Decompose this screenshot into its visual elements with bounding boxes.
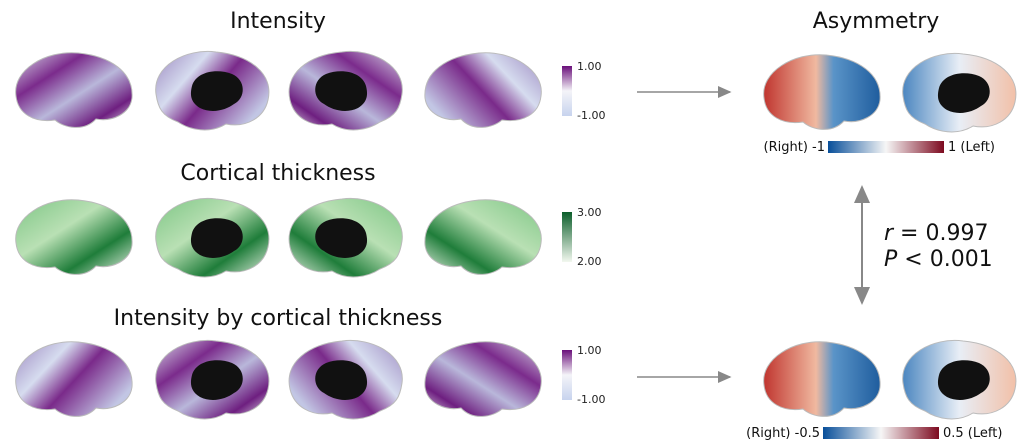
scale-left-label: (Right) -0.5	[746, 426, 820, 441]
brain	[764, 342, 880, 417]
brain	[289, 51, 402, 129]
brain	[156, 340, 269, 418]
p-value: < 0.001	[897, 247, 992, 272]
colorbar	[562, 66, 572, 116]
colorbar	[823, 427, 939, 439]
colorbar-min: -1.00	[577, 393, 605, 406]
colorbar	[562, 212, 572, 262]
brain	[289, 198, 402, 276]
colorbar-max: 3.00	[577, 206, 602, 219]
r-stat: r = 0.997	[884, 221, 988, 246]
asymmetry-title: Asymmetry	[813, 9, 940, 34]
scale-right-label: 1 (Left)	[948, 140, 995, 155]
colorbar	[828, 141, 944, 153]
brain	[16, 53, 132, 128]
colorbar-min: 2.00	[577, 255, 602, 268]
brain	[425, 53, 541, 128]
panel-title: Intensity	[230, 9, 326, 34]
p-symbol: P	[884, 247, 898, 272]
brain	[425, 342, 541, 417]
colorbar-min: -1.00	[577, 109, 605, 122]
panel-title: Intensity by cortical thickness	[114, 306, 443, 331]
panel-title: Cortical thickness	[180, 161, 375, 186]
r-value: = 0.997	[893, 221, 988, 246]
colorbar	[562, 350, 572, 400]
brain	[16, 200, 132, 275]
colorbar-max: 1.00	[577, 344, 602, 357]
colorbar-max: 1.00	[577, 60, 602, 73]
brain	[903, 340, 1016, 418]
brain	[156, 198, 269, 276]
brain	[903, 53, 1016, 131]
brain	[289, 340, 402, 418]
scale-left-label: (Right) -1	[764, 140, 825, 155]
brain	[425, 200, 541, 275]
figure: Intensity 1.00 -1.00 Cortical thickness …	[0, 0, 1020, 448]
p-stat: P < 0.001	[884, 247, 993, 272]
scale-right-label: 0.5 (Left)	[943, 426, 1002, 441]
brain	[156, 51, 269, 129]
brain	[16, 342, 132, 417]
brain	[764, 55, 880, 130]
